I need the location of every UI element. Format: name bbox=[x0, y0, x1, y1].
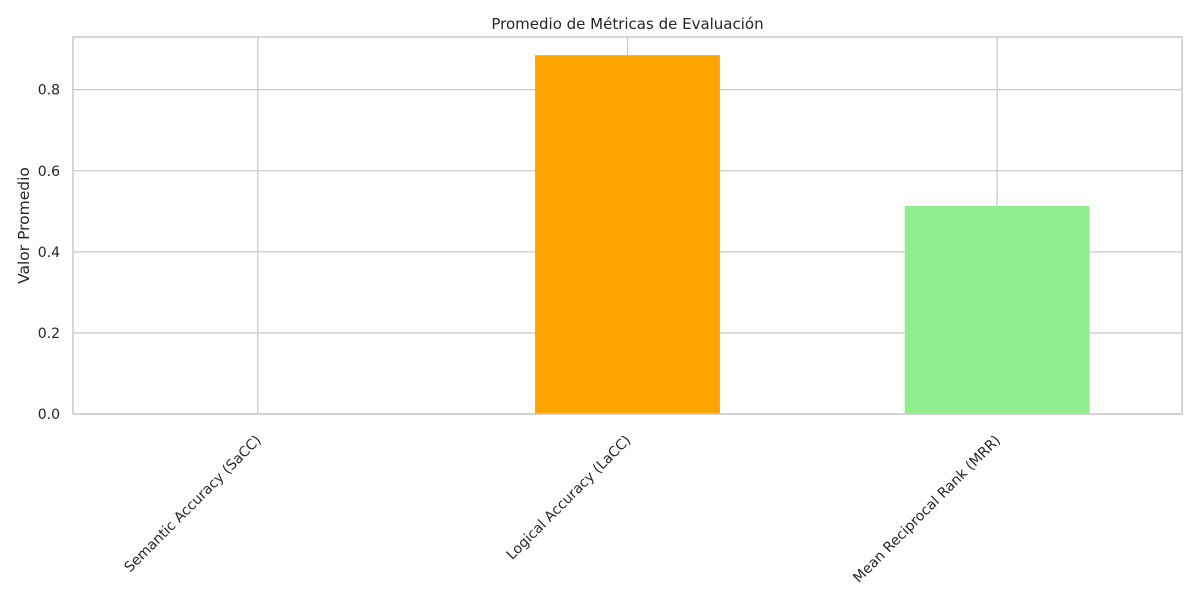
x-tick-label: Logical Accuracy (LaCC) bbox=[504, 433, 635, 564]
y-tick-label: 0.4 bbox=[38, 245, 60, 261]
plot-frame bbox=[72, 36, 1183, 415]
bar bbox=[535, 55, 720, 414]
y-axis-ticks: 0.0 0.2 0.4 0.6 0.8 bbox=[38, 83, 60, 423]
bars bbox=[535, 55, 1090, 414]
x-tick-label: Semantic Accuracy (SaCC) bbox=[122, 433, 265, 576]
y-tick-label: 0.8 bbox=[38, 83, 60, 99]
x-tick-label: Mean Reciprocal Rank (MRR) bbox=[850, 433, 1004, 587]
x-axis-ticks: Semantic Accuracy (SaCC) Logical Accuracy… bbox=[122, 433, 1004, 587]
y-tick-label: 0.2 bbox=[38, 326, 60, 342]
bar bbox=[904, 206, 1090, 414]
chart-title: Promedio de Métricas de Evaluación bbox=[491, 15, 763, 33]
y-axis-label: Valor Promedio bbox=[15, 167, 33, 284]
y-tick-label: 0.6 bbox=[38, 164, 60, 180]
y-tick-label: 0.0 bbox=[38, 407, 60, 423]
